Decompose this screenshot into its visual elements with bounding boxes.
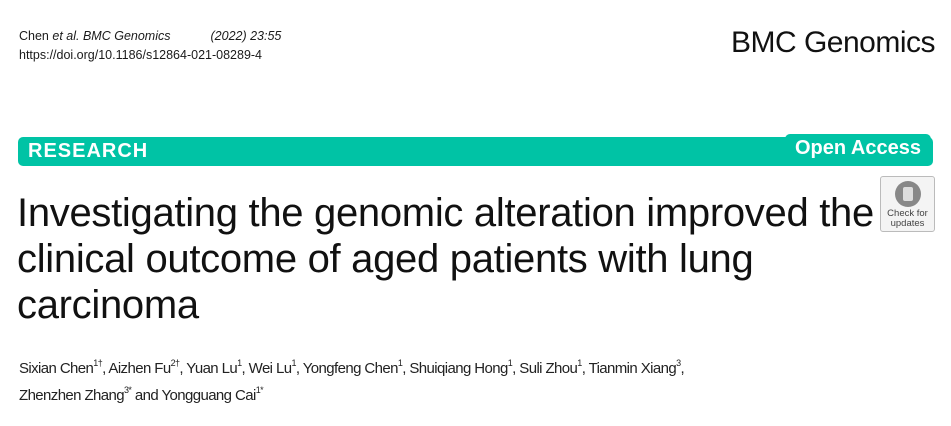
author-affiliation: 1 bbox=[237, 358, 242, 368]
author-affiliation: 3 bbox=[676, 358, 681, 368]
author-name[interactable]: Yongfeng Chen bbox=[302, 360, 399, 377]
author-affiliation: 1 bbox=[577, 358, 582, 368]
article-title: Investigating the genomic alteration imp… bbox=[17, 191, 874, 327]
doi-link[interactable]: https://doi.org/10.1186/s12864-021-08289… bbox=[19, 48, 263, 62]
author-name[interactable]: Tianmin Xiang bbox=[588, 360, 677, 377]
author-name[interactable]: Yuan Lu bbox=[186, 360, 238, 377]
author-affiliation: 1 bbox=[291, 358, 296, 368]
citation-journal: BMC Genomics bbox=[82, 29, 171, 43]
author-list: Sixian Chen1†, Aizhen Fu2†, Yuan Lu1, We… bbox=[19, 358, 685, 405]
check-updates-line2: updates bbox=[890, 218, 925, 229]
author-name[interactable]: Aizhen Fu bbox=[108, 360, 171, 377]
citation-author: Chen bbox=[19, 29, 49, 43]
bookmark-icon bbox=[894, 181, 921, 207]
author-name[interactable]: Shuiqiang Hong bbox=[409, 360, 508, 377]
check-updates-line1: Check for bbox=[887, 208, 928, 219]
author-affiliation: 3* bbox=[124, 385, 132, 395]
citation-year-volume: (2022) 23:55 bbox=[210, 29, 282, 43]
author-name[interactable]: Wei Lu bbox=[248, 360, 292, 377]
author-affiliation: 1 bbox=[507, 358, 513, 368]
author-name[interactable]: Zhenzhen Zhang bbox=[19, 387, 125, 404]
author-name[interactable]: Sixian Chen bbox=[19, 360, 94, 377]
article-type: RESEARCH bbox=[28, 140, 149, 162]
citation: Chen et al. BMC Genomics (2022) 23:55 htt… bbox=[19, 27, 281, 65]
research-banner bbox=[18, 137, 933, 166]
author-affiliation: 1 bbox=[397, 358, 403, 368]
author-affiliation: 1* bbox=[255, 385, 264, 395]
author-affiliation: 1† bbox=[93, 358, 103, 368]
author-name[interactable]: Yongguang Cai bbox=[161, 387, 256, 404]
author-affiliation: 2† bbox=[170, 358, 180, 368]
journal-logo: BMC Genomics bbox=[730, 26, 936, 59]
and-word: and bbox=[134, 387, 159, 404]
citation-etal: et al. bbox=[52, 29, 80, 43]
open-access-label: Open Access bbox=[785, 134, 931, 162]
check-for-updates-button[interactable]: Check for updates bbox=[880, 176, 935, 232]
author-name[interactable]: Suli Zhou bbox=[519, 360, 578, 377]
